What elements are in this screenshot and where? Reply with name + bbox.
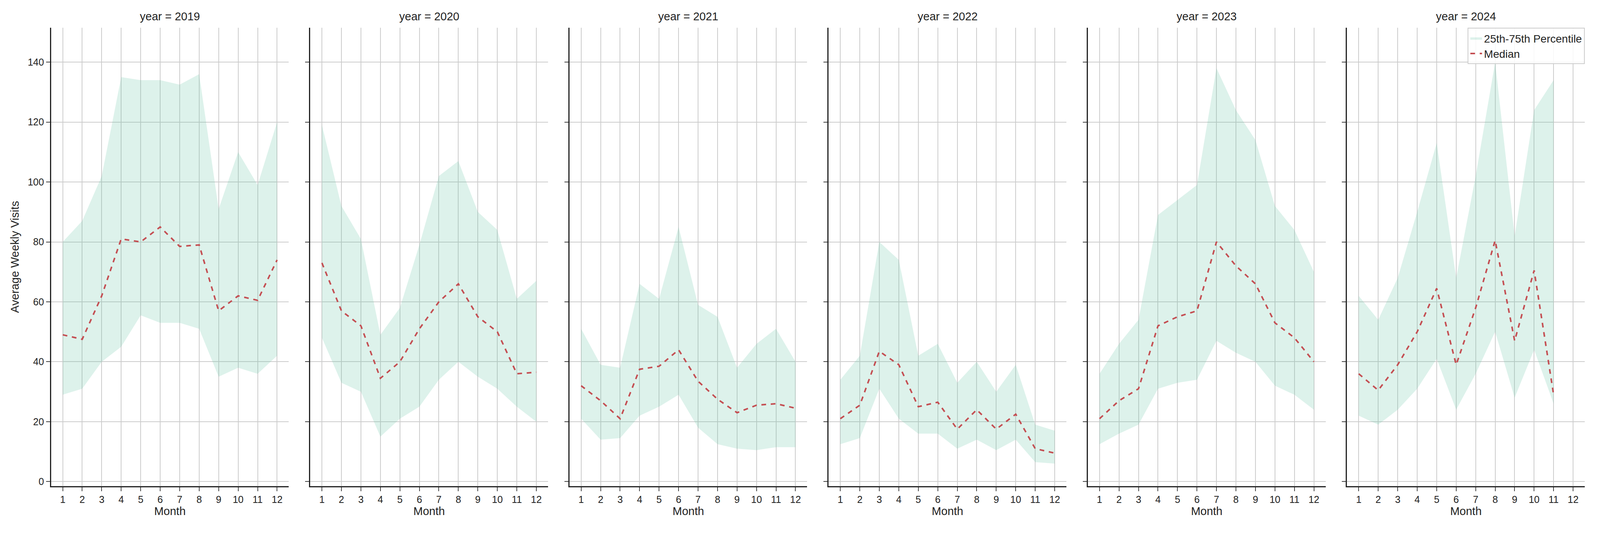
svg-text:4: 4 bbox=[896, 494, 902, 506]
svg-text:2: 2 bbox=[1116, 494, 1122, 506]
svg-text:4: 4 bbox=[118, 494, 124, 506]
svg-text:7: 7 bbox=[176, 494, 183, 506]
svg-text:1: 1 bbox=[837, 494, 843, 506]
svg-text:12: 12 bbox=[271, 494, 283, 506]
svg-text:year = 2021: year = 2021 bbox=[658, 10, 719, 23]
svg-text:0: 0 bbox=[38, 476, 45, 488]
svg-text:10: 10 bbox=[491, 494, 503, 506]
svg-text:6: 6 bbox=[935, 494, 941, 506]
svg-text:140: 140 bbox=[27, 56, 45, 68]
svg-text:5: 5 bbox=[656, 494, 662, 506]
svg-text:11: 11 bbox=[511, 494, 522, 506]
svg-text:11: 11 bbox=[252, 494, 263, 506]
svg-text:3: 3 bbox=[98, 494, 105, 506]
svg-text:Month: Month bbox=[1191, 505, 1223, 518]
svg-text:100: 100 bbox=[27, 176, 45, 188]
svg-text:5: 5 bbox=[137, 494, 144, 506]
svg-text:Median: Median bbox=[1483, 48, 1520, 61]
svg-text:year = 2020: year = 2020 bbox=[399, 10, 460, 23]
svg-text:10: 10 bbox=[232, 494, 244, 506]
svg-text:8: 8 bbox=[196, 494, 202, 506]
svg-text:Month: Month bbox=[672, 505, 705, 518]
svg-text:11: 11 bbox=[1548, 494, 1559, 506]
svg-text:40: 40 bbox=[33, 356, 45, 368]
svg-text:12: 12 bbox=[1049, 494, 1061, 506]
svg-text:7: 7 bbox=[436, 494, 442, 506]
svg-text:3: 3 bbox=[1394, 494, 1401, 506]
svg-text:5: 5 bbox=[1174, 494, 1181, 506]
svg-text:Month: Month bbox=[413, 505, 445, 518]
svg-text:8: 8 bbox=[714, 494, 721, 506]
svg-text:Month: Month bbox=[931, 505, 964, 518]
svg-text:9: 9 bbox=[475, 494, 481, 506]
svg-text:4: 4 bbox=[1155, 494, 1161, 506]
svg-text:year = 2019: year = 2019 bbox=[139, 10, 200, 23]
svg-text:8: 8 bbox=[974, 494, 980, 506]
svg-text:12: 12 bbox=[1567, 494, 1579, 506]
svg-text:3: 3 bbox=[876, 494, 883, 506]
svg-text:120: 120 bbox=[27, 116, 45, 128]
svg-text:11: 11 bbox=[771, 494, 782, 506]
svg-text:9: 9 bbox=[993, 494, 999, 506]
svg-text:12: 12 bbox=[1308, 494, 1320, 506]
svg-text:12: 12 bbox=[530, 494, 542, 506]
svg-text:Month: Month bbox=[154, 505, 186, 518]
svg-text:6: 6 bbox=[675, 494, 682, 506]
svg-text:12: 12 bbox=[790, 494, 802, 506]
svg-text:5: 5 bbox=[915, 494, 922, 506]
svg-text:1: 1 bbox=[1355, 494, 1362, 506]
svg-text:6: 6 bbox=[1453, 494, 1459, 506]
svg-text:5: 5 bbox=[1433, 494, 1440, 506]
svg-text:11: 11 bbox=[1030, 494, 1041, 506]
svg-text:year = 2022: year = 2022 bbox=[917, 10, 978, 23]
svg-text:10: 10 bbox=[1528, 494, 1540, 506]
svg-text:7: 7 bbox=[695, 494, 701, 506]
svg-text:6: 6 bbox=[416, 494, 423, 506]
svg-text:3: 3 bbox=[1135, 494, 1142, 506]
svg-text:5: 5 bbox=[397, 494, 403, 506]
svg-text:6: 6 bbox=[1194, 494, 1200, 506]
svg-text:4: 4 bbox=[377, 494, 384, 506]
svg-text:8: 8 bbox=[1492, 494, 1499, 506]
svg-text:7: 7 bbox=[1213, 494, 1220, 506]
svg-text:9: 9 bbox=[1512, 494, 1518, 506]
svg-text:60: 60 bbox=[33, 296, 45, 308]
svg-text:8: 8 bbox=[1233, 494, 1239, 506]
svg-text:1: 1 bbox=[319, 494, 325, 506]
svg-text:7: 7 bbox=[954, 494, 961, 506]
svg-text:1: 1 bbox=[60, 494, 66, 506]
svg-text:6: 6 bbox=[157, 494, 163, 506]
svg-text:10: 10 bbox=[751, 494, 763, 506]
svg-text:11: 11 bbox=[1289, 494, 1300, 506]
svg-text:4: 4 bbox=[636, 494, 643, 506]
svg-text:Average Weekly Visits: Average Weekly Visits bbox=[8, 200, 22, 313]
svg-text:year = 2023: year = 2023 bbox=[1176, 10, 1237, 23]
svg-text:2: 2 bbox=[857, 494, 863, 506]
svg-text:80: 80 bbox=[33, 236, 45, 248]
svg-text:7: 7 bbox=[1473, 494, 1479, 506]
svg-text:8: 8 bbox=[455, 494, 461, 506]
svg-text:2: 2 bbox=[598, 494, 604, 506]
svg-text:year = 2024: year = 2024 bbox=[1435, 10, 1497, 23]
svg-text:9: 9 bbox=[216, 494, 222, 506]
svg-text:1: 1 bbox=[1096, 494, 1103, 506]
svg-text:9: 9 bbox=[1252, 494, 1259, 506]
svg-text:2: 2 bbox=[338, 494, 345, 506]
svg-text:2: 2 bbox=[79, 494, 86, 506]
svg-text:Month: Month bbox=[1450, 505, 1482, 518]
svg-text:1: 1 bbox=[578, 494, 584, 506]
svg-text:9: 9 bbox=[734, 494, 740, 506]
svg-text:3: 3 bbox=[617, 494, 624, 506]
svg-text:20: 20 bbox=[33, 416, 45, 428]
svg-text:3: 3 bbox=[358, 494, 364, 506]
svg-text:25th-75th Percentile: 25th-75th Percentile bbox=[1483, 32, 1583, 45]
svg-text:10: 10 bbox=[1269, 494, 1281, 506]
svg-text:4: 4 bbox=[1414, 494, 1420, 506]
svg-text:2: 2 bbox=[1375, 494, 1381, 506]
svg-text:10: 10 bbox=[1010, 494, 1022, 506]
